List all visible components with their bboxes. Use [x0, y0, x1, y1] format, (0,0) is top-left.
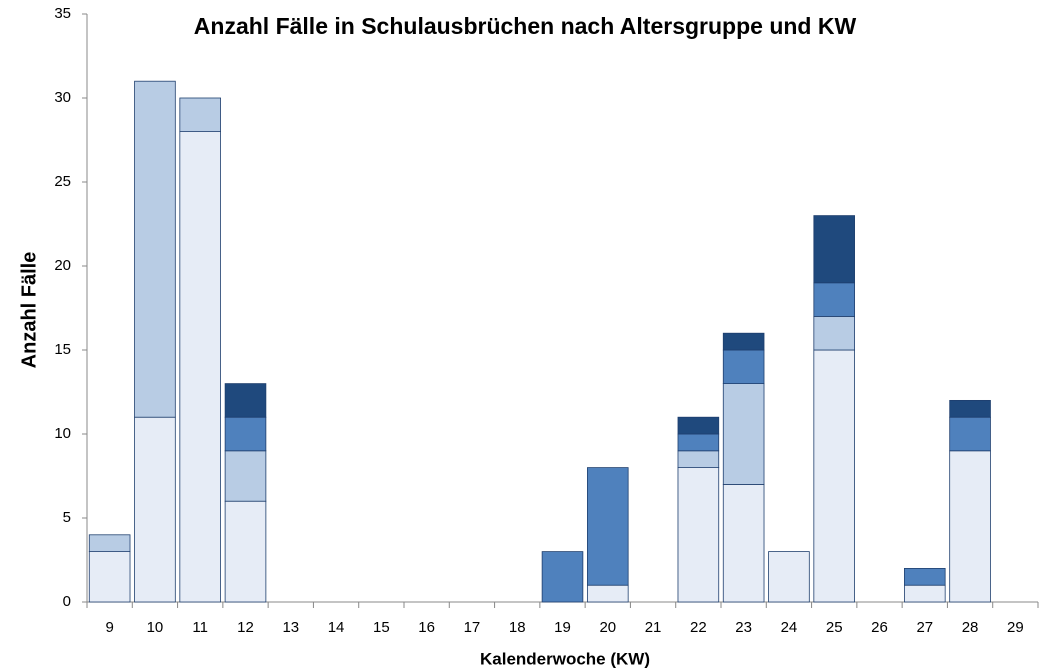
bar-segment	[949, 399, 991, 418]
y-axis-label: Anzahl Fälle	[18, 252, 40, 369]
bar-segment	[541, 551, 584, 603]
bar-segment	[949, 416, 991, 452]
x-tick-label: 10	[147, 619, 164, 636]
x-tick-label: 27	[916, 619, 933, 636]
bar-segment	[813, 315, 855, 351]
bar-segment	[677, 433, 720, 452]
bar-segment	[904, 568, 946, 586]
bar-segment	[949, 450, 991, 603]
x-tick-label: 14	[328, 619, 345, 636]
bar-segment	[768, 551, 810, 603]
bar-segment	[134, 80, 176, 418]
bar-segment	[722, 349, 765, 384]
bar-segment	[179, 131, 221, 603]
bar-segment	[587, 584, 629, 603]
x-tick-label: 26	[871, 619, 888, 636]
x-tick-label: 23	[735, 619, 752, 636]
x-tick-label: 13	[282, 619, 299, 636]
bar-segment	[813, 215, 855, 284]
bar-segment	[677, 450, 720, 468]
x-tick-label: 15	[373, 619, 390, 636]
bar-segment	[677, 467, 720, 603]
x-tick-label: 28	[962, 619, 979, 636]
y-tick-label: 15	[54, 341, 71, 358]
bar-segment	[224, 416, 267, 452]
x-tick-label: 25	[826, 619, 843, 636]
bar-segment	[179, 97, 221, 132]
x-tick-label: 17	[464, 619, 481, 636]
y-tick-label: 25	[54, 173, 71, 190]
bar-segment	[224, 500, 267, 603]
x-tick-label: 9	[105, 619, 113, 636]
x-tick-label: 20	[599, 619, 616, 636]
x-tick-label: 16	[418, 619, 435, 636]
y-tick-label: 30	[54, 89, 71, 106]
bar-segment	[134, 416, 176, 603]
x-tick-label: 29	[1007, 619, 1024, 636]
x-tick-label: 18	[509, 619, 526, 636]
x-tick-label: 12	[237, 619, 254, 636]
y-tick-label: 5	[63, 509, 71, 526]
bar-segment	[224, 383, 267, 418]
bar-segment	[587, 467, 629, 586]
bar-segment	[224, 450, 267, 502]
chart-title: Anzahl Fälle in Schulausbrüchen nach Alt…	[194, 13, 857, 39]
y-tick-label: 10	[54, 425, 71, 442]
bar-segment	[677, 416, 720, 435]
x-axis-label: Kalenderwoche (KW)	[480, 649, 650, 668]
bar-segment	[88, 534, 131, 552]
y-tick-label: 20	[54, 257, 71, 274]
x-tick-label: 24	[781, 619, 798, 636]
bar-segment	[722, 383, 765, 485]
x-tick-label: 22	[690, 619, 707, 636]
bar-segment	[813, 349, 855, 603]
y-tick-label: 35	[54, 5, 71, 22]
bar-segment	[722, 332, 765, 351]
x-tick-label: 11	[192, 619, 208, 636]
x-tick-label: 21	[645, 619, 662, 636]
x-tick-label: 19	[554, 619, 571, 636]
bar-segment	[722, 483, 765, 603]
bar-segment	[88, 551, 131, 603]
y-tick-label: 0	[63, 593, 71, 610]
bar-segment	[813, 282, 855, 317]
bar-segment	[904, 584, 946, 603]
